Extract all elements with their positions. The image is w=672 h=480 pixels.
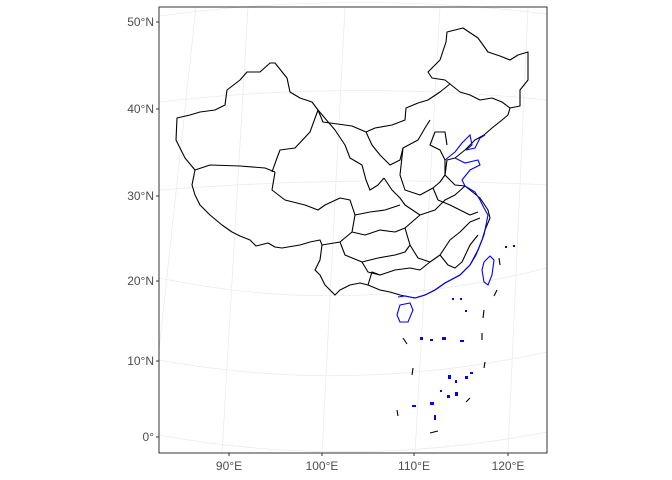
y-tick-label: 0°: [143, 430, 155, 444]
x-tick-label: 110°E: [398, 459, 430, 473]
province-borders: [175, 27, 529, 299]
y-tick-label: 10°N: [127, 354, 154, 368]
x-tick-label: 90°E: [216, 459, 242, 473]
coastline: [396, 133, 515, 434]
x-tick-label: 120°E: [492, 459, 525, 473]
china-outline: [175, 27, 529, 299]
y-axis: [156, 21, 159, 438]
y-tick-label: 40°N: [127, 102, 154, 116]
y-tick-label: 30°N: [127, 189, 154, 203]
y-tick-label: 50°N: [127, 15, 154, 29]
island-markers: [412, 245, 515, 420]
graticule: [158, 2, 548, 454]
y-tick-label: 20°N: [127, 274, 154, 288]
panel-background: [159, 7, 547, 453]
panel-border: [158, 6, 548, 454]
x-axis: [228, 453, 509, 456]
nine-dash-line: [396, 257, 501, 434]
x-tick-label: 100°E: [306, 459, 339, 473]
